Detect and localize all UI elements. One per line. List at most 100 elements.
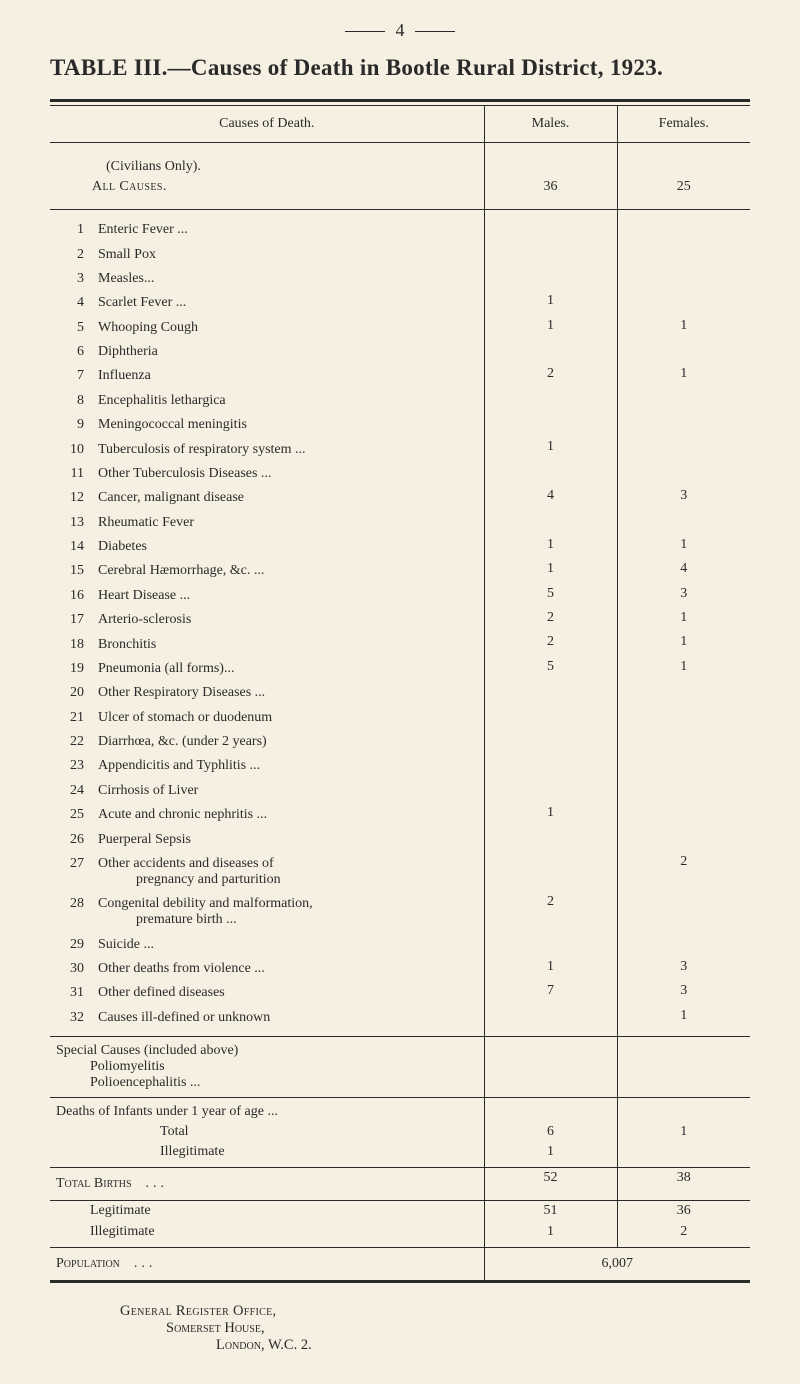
row-number: 27 (56, 854, 90, 890)
females-value (617, 892, 750, 932)
population-value: 6,007 (484, 1248, 750, 1280)
special-causes-title: Special Causes (included above) (56, 1043, 478, 1059)
row-number: 4 (56, 293, 90, 313)
cause-name: Other defined diseases (90, 983, 478, 1003)
males-value (484, 413, 617, 437)
table-row: 13 Rheumatic Fever (50, 511, 750, 535)
cause-name: Ulcer of stomach or duodenum (90, 708, 478, 728)
males-value: 5 (484, 584, 617, 608)
cause-cell: 25 Acute and chronic nephritis ... (50, 803, 484, 827)
infant-deaths-title: Deaths of Infants under 1 year of age ..… (50, 1098, 484, 1122)
row-number: 21 (56, 708, 90, 728)
females-value: 1 (617, 657, 750, 681)
males-value (484, 681, 617, 705)
table-row: 1 Enteric Fever ... (50, 218, 750, 242)
cause-cell: 24 Cirrhosis of Liver (50, 779, 484, 803)
cause-name: Cirrhosis of Liver (90, 781, 478, 801)
cause-cell: 23 Appendicitis and Typhlitis ... (50, 754, 484, 778)
cause-cell: 8 Encephalitis lethargica (50, 389, 484, 413)
row-number: 3 (56, 269, 90, 289)
males-value (484, 730, 617, 754)
cause-name: Diarrhœa, &c. (under 2 years) (90, 732, 478, 752)
special-cause-item: Poliomyelitis (56, 1059, 478, 1075)
header-row: Causes of Death. Males. Females. (50, 106, 750, 142)
infant-deaths-label: Illegitimate (50, 1142, 484, 1162)
cause-cell: 29 Suicide ... (50, 933, 484, 957)
males-value (484, 462, 617, 486)
cause-name: Encephalitis lethargica (90, 391, 478, 411)
population-row: Population ... 6,007 (50, 1248, 750, 1280)
births-label: Illegitimate (50, 1222, 484, 1242)
cause-cell: 14 Diabetes (50, 535, 484, 559)
females-value: 3 (617, 957, 750, 981)
population-label: Population ... (50, 1248, 484, 1280)
females-value (617, 681, 750, 705)
row-number: 2 (56, 244, 90, 264)
males-value: 1 (484, 803, 617, 827)
males-value (484, 754, 617, 778)
row-number: 12 (56, 488, 90, 508)
special-causes-row: Special Causes (included above) Poliomye… (50, 1037, 750, 1097)
cause-name: Whooping Cough (90, 318, 478, 338)
cause-cell: 32 Causes ill-defined or unknown (50, 1006, 484, 1030)
females-value: 3 (617, 486, 750, 510)
males-value: 1 (484, 535, 617, 559)
females-value (617, 827, 750, 851)
cause-name: Pneumonia (all forms)... (90, 659, 478, 679)
cause-name: Other accidents and diseases ofpregnancy… (90, 854, 478, 890)
males-value (484, 511, 617, 535)
cause-name: Measles... (90, 269, 478, 289)
females-value (617, 779, 750, 803)
cause-cell: 7 Influenza (50, 364, 484, 388)
table-row: 18 Bronchitis 2 1 (50, 632, 750, 656)
infant-deaths-label: Total (50, 1122, 484, 1142)
table-row: 8 Encephalitis lethargica (50, 389, 750, 413)
births-label: Legitimate (50, 1201, 484, 1221)
page-number: 4 (50, 20, 750, 41)
cause-name: Diabetes (90, 537, 478, 557)
cause-cell: 10 Tuberculosis of respiratory system ..… (50, 437, 484, 461)
cause-cell: 28 Congenital debility and malformation,… (50, 892, 484, 932)
footer-line-1: General Register Office, (120, 1303, 750, 1320)
row-number: 5 (56, 318, 90, 338)
females-value (617, 437, 750, 461)
all-causes-text: All Causes. (92, 179, 167, 194)
table-row: 28 Congenital debility and malformation,… (50, 892, 750, 932)
males-value: 2 (484, 364, 617, 388)
cause-cell: 11 Other Tuberculosis Diseases ... (50, 462, 484, 486)
males-value: 1 (484, 957, 617, 981)
table-row: 19 Pneumonia (all forms)... 5 1 (50, 657, 750, 681)
cause-cell: 4 Scarlet Fever ... (50, 291, 484, 315)
table-row: 4 Scarlet Fever ... 1 (50, 291, 750, 315)
table-row: 9 Meningococcal meningitis (50, 413, 750, 437)
footer-block: General Register Office, Somerset House,… (50, 1303, 750, 1354)
cause-cell: 12 Cancer, malignant disease (50, 486, 484, 510)
cause-name: Cancer, malignant disease (90, 488, 478, 508)
table-row: 25 Acute and chronic nephritis ... 1 (50, 803, 750, 827)
females-value: 1 (617, 608, 750, 632)
females-value (617, 413, 750, 437)
all-causes-row: (Civilians Only). All Causes. 36 25 (50, 143, 750, 209)
cause-name: Diphtheria (90, 342, 478, 362)
females-value (617, 803, 750, 827)
cause-cell: 2 Small Pox (50, 242, 484, 266)
cause-cell: 1 Enteric Fever ... (50, 218, 484, 242)
females-value (617, 933, 750, 957)
males-value: 5 (484, 657, 617, 681)
row-number: 15 (56, 561, 90, 581)
cause-cell: 5 Whooping Cough (50, 316, 484, 340)
cause-name: Other deaths from violence ... (90, 959, 478, 979)
table-row: 26 Puerperal Sepsis (50, 827, 750, 851)
cause-cell: 30 Other deaths from violence ... (50, 957, 484, 981)
row-number: 23 (56, 756, 90, 776)
total-births-label: Total Births ... (50, 1168, 484, 1200)
males-value (484, 852, 617, 892)
row-number: 14 (56, 537, 90, 557)
infant-deaths-females (617, 1142, 750, 1162)
births-row: Legitimate 51 36 (50, 1201, 750, 1221)
table-row: 10 Tuberculosis of respiratory system ..… (50, 437, 750, 461)
cause-cell: 22 Diarrhœa, &c. (under 2 years) (50, 730, 484, 754)
cause-name: Bronchitis (90, 634, 478, 654)
table-row: 31 Other defined diseases 7 3 (50, 981, 750, 1005)
infant-deaths-males: 1 (484, 1142, 617, 1162)
